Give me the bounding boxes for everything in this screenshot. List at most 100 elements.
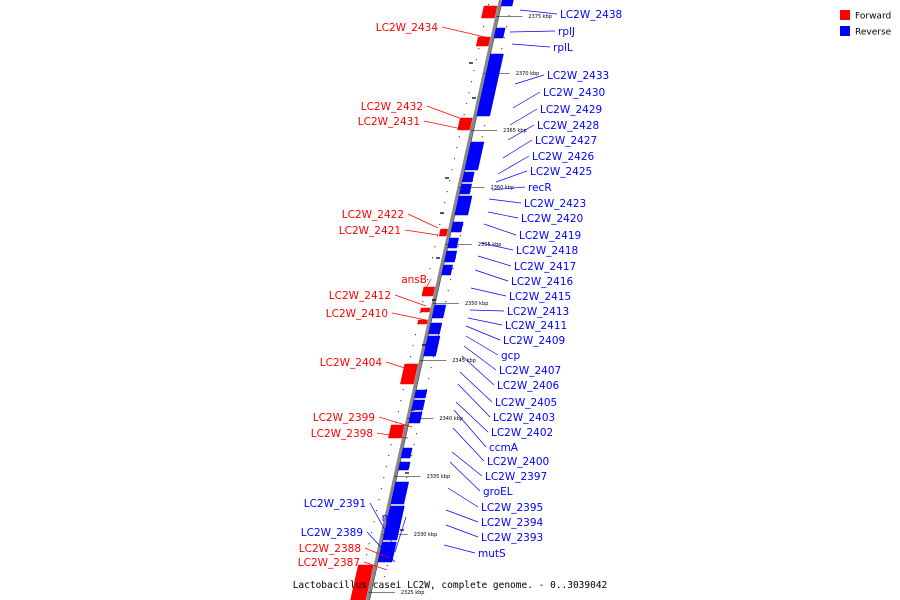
reverse-gene-leader-line	[461, 355, 495, 386]
reverse-gene-block	[411, 399, 426, 411]
forward-gene-label: LC2W_2412	[329, 290, 391, 302]
reverse-gene-block	[461, 171, 475, 183]
forward-gene-label: LC2W_2431	[358, 116, 420, 128]
reverse-gene-leader-line	[445, 524, 479, 538]
reverse-gene-block	[476, 53, 504, 117]
reverse-gene-leader-line	[495, 170, 528, 183]
reverse-gene-block	[408, 411, 423, 424]
reverse-gene-label: LC2W_2433	[547, 70, 609, 82]
reverse-gene-block	[454, 195, 473, 216]
reverse-gene-leader-line	[497, 155, 530, 175]
reverse-gene-leader-line	[465, 335, 499, 356]
reverse-gene-leader-line	[480, 242, 514, 251]
reverse-gene-label: LC2W_2438	[560, 9, 622, 21]
forward-gene-label: LC2W_2398	[311, 428, 373, 440]
reverse-gene-leader-line	[447, 487, 479, 508]
reverse-gene-left-label: LC2W_2391	[304, 498, 366, 510]
forward-gene-label: LC2W_2404	[320, 357, 383, 369]
forward-gene-leader-line	[407, 213, 439, 229]
reverse-gene-leader-line	[457, 383, 491, 418]
kbp-tick-label: 2335 kbp	[427, 474, 451, 480]
kbp-tick-label: 2365 kbp	[503, 128, 527, 134]
reverse-gene-block	[423, 335, 441, 357]
forward-gene-leader-line	[426, 105, 463, 120]
kbp-tick-label: 2370 kbp	[516, 71, 540, 77]
reverse-gene-label: LC2W_2420	[521, 213, 583, 225]
kbp-tick-label: 2375 kbp	[528, 14, 552, 20]
reverse-gene-label: LC2W_2407	[499, 365, 561, 377]
reverse-gene-left-leader-line	[394, 516, 407, 553]
forward-gene-leader-line	[394, 294, 427, 307]
reverse-gene-block	[382, 505, 405, 541]
reverse-gene-leader-line	[445, 509, 479, 523]
reverse-gene-leader-line	[465, 325, 501, 341]
reverse-gene-leader-line	[451, 451, 483, 477]
reverse-gene-leader-line	[477, 255, 512, 267]
reverse-gene-label: LC2W_2418	[516, 245, 578, 257]
kbp-tick-label: 2350 kbp	[465, 301, 489, 307]
reverse-gene-left-label: LC2W_2389	[301, 527, 363, 539]
forward-gene-block	[417, 319, 428, 325]
reverse-gene-label: gcp	[501, 350, 520, 362]
reverse-gene-block	[464, 141, 485, 171]
reverse-gene-block	[431, 304, 447, 319]
reverse-gene-label: LC2W_2406	[497, 380, 560, 392]
reverse-gene-label: LC2W_2426	[532, 151, 595, 163]
reverse-gene-leader-line	[449, 461, 481, 492]
reverse-gene-label: rplJ	[558, 26, 575, 38]
kbp-tick-label: 2345 kbp	[452, 358, 476, 364]
forward-gene-leader-line	[385, 361, 415, 372]
reverse-gene-leader-line	[509, 30, 556, 33]
reverse-gene-label: LC2W_2400	[487, 456, 549, 468]
reverse-gene-leader-line	[463, 345, 497, 371]
reverse-gene-label: ccmA	[489, 442, 519, 454]
forward-gene-block	[350, 564, 374, 600]
reverse-gene-leader-line	[452, 427, 485, 462]
reverse-gene-leader-line	[502, 139, 533, 159]
legend: Forward Reverse	[840, 10, 892, 38]
reverse-gene-leader-line	[507, 124, 535, 141]
reverse-gene-leader-line	[455, 401, 489, 433]
legend-reverse-swatch	[840, 26, 850, 36]
forward-gene-leader-line	[404, 229, 439, 236]
reverse-gene-leader-line	[511, 43, 551, 48]
reverse-gene-leader-line	[491, 186, 526, 191]
reverse-gene-left-leader-line	[369, 502, 396, 549]
reverse-gene-block	[450, 221, 464, 233]
reverse-gene-leader-line	[514, 74, 545, 85]
reverse-gene-label: LC2W_2419	[519, 230, 581, 242]
forward-gene-block	[421, 286, 436, 297]
legend-forward-label: Forward	[855, 12, 891, 22]
legend-forward-swatch	[840, 10, 850, 20]
kbp-tick-label: 2330 kbp	[414, 532, 438, 538]
reverse-gene-block	[500, 0, 514, 7]
reverse-gene-label: LC2W_2393	[481, 532, 543, 544]
reverse-gene-label: recR	[528, 182, 552, 194]
forward-gene-leader-line	[376, 432, 409, 439]
forward-gene-leader-line	[364, 547, 390, 559]
reverse-gene-label: LC2W_2394	[481, 517, 544, 529]
reverse-gene-label: LC2W_2428	[537, 120, 599, 132]
forward-gene-label: LC2W_2422	[342, 209, 404, 221]
reverse-gene-label: LC2W_2413	[507, 306, 569, 318]
reverse-gene-label: LC2W_2425	[530, 166, 592, 178]
reverse-gene-label: LC2W_2417	[514, 261, 576, 273]
kbp-tick-label: 2325 kbp	[401, 590, 425, 596]
forward-gene-leader-line	[378, 416, 413, 428]
reverse-gene-leader-line	[509, 108, 538, 126]
reverse-gene-label: LC2W_2403	[493, 412, 555, 424]
reverse-gene-label: LC2W_2416	[511, 276, 574, 288]
forward-gene-leader-line	[441, 26, 490, 39]
reverse-gene-label: LC2W_2395	[481, 502, 543, 514]
reverse-gene-label: LC2W_2427	[535, 135, 597, 147]
reverse-gene-label: LC2W_2409	[503, 335, 565, 347]
reverse-gene-block	[428, 322, 443, 335]
forward-gene-leader-line	[425, 278, 432, 289]
forward-gene-block	[475, 36, 491, 47]
forward-gene-label: LC2W_2434	[376, 22, 439, 34]
forward-gene-leader-line	[423, 120, 463, 130]
kbp-tick-label: 2340 kbp	[439, 416, 463, 422]
reverse-gene-leader-line	[483, 223, 517, 236]
reverse-gene-label: LC2W_2397	[485, 471, 547, 483]
reverse-gene-leader-line	[488, 198, 522, 204]
